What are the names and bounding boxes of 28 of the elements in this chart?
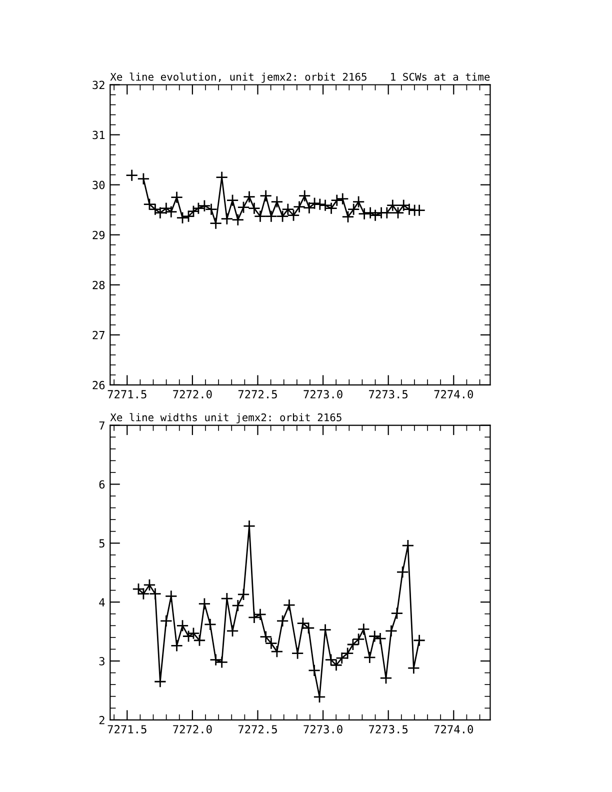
y-tick-label: 31 — [92, 130, 105, 140]
x-tick-label: 7272.0 — [173, 725, 212, 734]
x-tick-label: 7272.5 — [238, 725, 277, 734]
y-tick-label: 27 — [92, 330, 104, 340]
y-tick-label: 26 — [92, 380, 105, 390]
chart-subtitle: 1 SCWs at a time — [391, 72, 490, 81]
x-tick-label: 7272.5 — [238, 390, 277, 398]
y-tick-label: 28 — [92, 280, 105, 290]
y-tick-label: 29 — [92, 230, 105, 240]
x-tick-label: 7273.0 — [304, 725, 342, 734]
y-tick-label: 30 — [92, 180, 105, 190]
x-tick-label: 7274.0 — [434, 725, 473, 734]
x-tick-label: 7273.5 — [369, 390, 408, 398]
y-tick-label: 3 — [99, 657, 104, 666]
x-tick-label: 7273.5 — [369, 725, 408, 734]
x-tick-label: 7273.0 — [304, 390, 342, 398]
y-tick-label: 5 — [99, 539, 104, 548]
chart-title: Xe line evolution, unit jemx2: orbit 2165 — [110, 72, 366, 83]
x-tick-label: 7274.0 — [434, 390, 473, 398]
x-tick-label: 7271.5 — [108, 725, 146, 734]
y-tick-label: 7 — [99, 421, 104, 430]
chart-title: Xe line widths unit jemx2: orbit 2165 — [110, 413, 342, 424]
y-tick-label: 32 — [92, 80, 104, 90]
x-tick-label: 7272.0 — [173, 390, 212, 398]
y-tick-label: 6 — [99, 480, 105, 489]
x-tick-label: 7271.5 — [108, 390, 146, 398]
y-tick-label: 4 — [99, 598, 105, 606]
y-tick-label: 2 — [99, 716, 104, 724]
